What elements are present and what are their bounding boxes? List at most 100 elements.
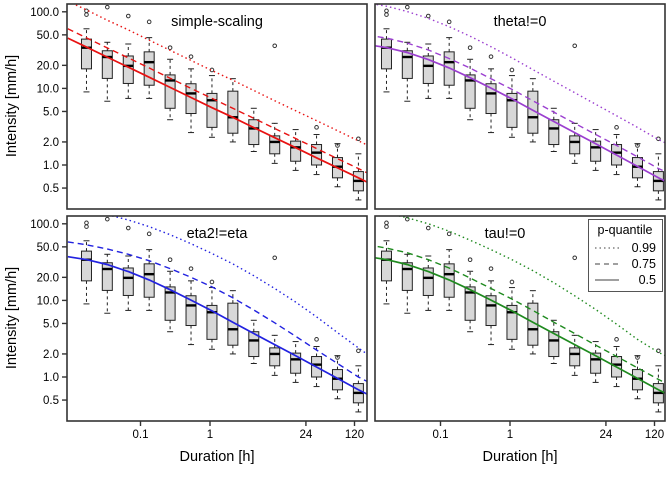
outlier-point [384,12,389,17]
outlier-point [314,337,319,342]
y-tick-label: 100.0 [30,219,59,231]
legend: p-quantile 0.99 0.75 0.5 [588,219,663,292]
outlier-point [167,45,173,50]
boxplot [443,231,455,311]
outlier-point [488,54,494,59]
panel-title-simple-scaling: simple-scaling [171,14,263,30]
boxplot [248,319,260,365]
boxplot [569,43,581,164]
y-tick-label: 50.0 [37,242,59,254]
box-iqr [590,352,602,374]
boxplot [185,54,197,134]
box-iqr [422,267,434,296]
boxplot [185,266,197,346]
panel-title-theta: theta!=0 [494,14,547,30]
box-iqr [569,347,581,367]
boxplot [485,54,497,134]
boxplot [401,4,413,102]
boxplot [464,45,476,121]
legend-label-099: 0.99 [632,241,656,255]
outlier-point [125,225,131,231]
outlier-point [125,13,131,19]
outlier-point [335,143,340,148]
y-tick-label: 20.0 [37,272,59,284]
y-tick-label: 2.0 [43,137,59,149]
box-iqr [290,140,302,162]
outlier-point [188,266,194,271]
quantile-curve-0.99 [396,216,665,357]
boxplot [122,225,134,311]
x-tick-label: 0.1 [433,429,449,441]
panel-theta!=0 [375,4,665,201]
boxplot [611,337,623,388]
box-iqr [164,286,176,321]
boxplot [311,337,323,388]
box-iqr [401,262,413,291]
box-iqr [548,331,560,358]
quantile-curve-0.75 [67,28,367,174]
y-tick-label: 0.5 [43,183,59,195]
boxplot [206,279,218,350]
y-tick-label: 5.0 [43,106,59,118]
boxplot [485,266,497,346]
y-tick-label: 50.0 [37,30,59,42]
panel-border [66,215,368,422]
outlier-point [384,8,389,14]
box-iqr [569,135,581,155]
x-axis-label-left: Duration [h] [180,449,255,465]
boxplot [548,107,560,153]
boxplot [80,220,92,305]
box-iqr [269,135,281,155]
box-iqr [227,90,239,134]
y-axis-label-top: Intensity [mm/h] [4,55,20,157]
y-axis-label-bottom: Intensity [mm/h] [4,267,20,369]
quantile-curve-0.99 [109,216,367,355]
boxplot [631,355,643,400]
y-tick-label: 1.0 [43,160,59,172]
box-iqr [269,347,281,367]
boxplot [206,67,218,138]
quantile-curve-0.75 [375,35,665,173]
boxplot [464,257,476,333]
quantile-curve-0.99 [375,4,665,144]
boxplot [80,8,92,93]
outlier-point [84,220,89,226]
boxplot [548,319,560,365]
boxplot [352,348,364,413]
box-iqr [80,38,92,70]
y-tick-label: 5.0 [43,318,59,330]
panel-border [374,3,666,210]
outlier-point [105,216,110,222]
box-iqr [380,250,392,282]
panel-title-tau: tau!=0 [485,226,526,242]
panel-border [66,3,368,210]
box-iqr [248,331,260,358]
quantile-curve-0.5 [67,37,367,183]
outlier-point [446,19,452,25]
outlier-point [467,257,473,262]
outlier-point [272,255,278,261]
quantile-curve-0.75 [67,241,367,382]
boxplot [227,78,239,143]
y-tick-label: 10.0 [37,83,59,95]
x-tick-label: 0.1 [133,429,149,441]
box-iqr [422,55,434,84]
panel-title-eta2: eta2!=eta [187,226,249,242]
box-iqr [464,286,476,321]
box-iqr [185,83,197,115]
outlier-point [572,43,578,49]
outlier-point [509,279,515,285]
outlier-point [488,266,494,271]
outlier-point [356,136,361,142]
boxplot [652,348,664,413]
boxplot [311,125,323,176]
boxplot [164,45,176,121]
box-iqr [290,352,302,374]
outlier-point [314,125,319,130]
boxplot [611,125,623,176]
x-tick-label: 120 [345,429,364,441]
boxplot [506,67,518,138]
box-iqr [122,267,134,296]
y-tick-label: 0.5 [43,395,59,407]
boxplot [527,78,539,143]
